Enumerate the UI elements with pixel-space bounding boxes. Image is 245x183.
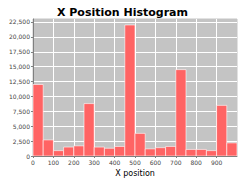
- svg-text:X position: X position: [115, 169, 155, 178]
- svg-text:2,500: 2,500: [13, 138, 30, 145]
- svg-text:7,500: 7,500: [13, 108, 30, 115]
- svg-text:500: 500: [129, 159, 141, 166]
- svg-text:700: 700: [170, 159, 182, 166]
- svg-text:600: 600: [150, 159, 162, 166]
- svg-text:15,000: 15,000: [9, 63, 30, 70]
- svg-text:12,500: 12,500: [9, 78, 30, 85]
- svg-text:200: 200: [68, 159, 80, 166]
- svg-text:20,000: 20,000: [9, 33, 30, 40]
- svg-text:800: 800: [190, 159, 202, 166]
- svg-text:300: 300: [88, 159, 100, 166]
- svg-text:X Position Histogram: X Position Histogram: [57, 6, 188, 19]
- svg-text:0: 0: [31, 159, 35, 166]
- svg-text:22,500: 22,500: [9, 18, 30, 25]
- svg-text:17,500: 17,500: [9, 48, 30, 55]
- svg-text:100: 100: [48, 159, 60, 166]
- svg-text:5,000: 5,000: [13, 123, 30, 130]
- svg-text:10,000: 10,000: [9, 93, 30, 100]
- svg-text:900: 900: [211, 159, 223, 166]
- svg-text:0: 0: [26, 153, 30, 160]
- svg-text:400: 400: [109, 159, 121, 166]
